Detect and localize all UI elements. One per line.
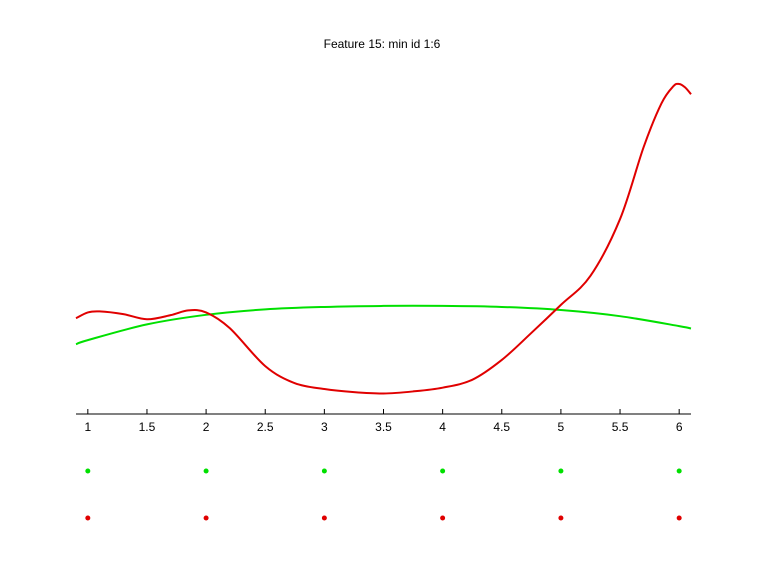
plot-lines: [75, 82, 692, 395]
marker-point: [676, 515, 682, 521]
marker-point: [321, 515, 327, 521]
x-tick-label: 1: [84, 420, 91, 434]
x-tick-label: 5: [558, 420, 565, 434]
x-ticks: 1 1.5 2 2.5 3 3.5 4 4.5 5 5.5 6: [84, 409, 683, 434]
marker-point: [203, 515, 209, 521]
marker-point: [558, 515, 564, 521]
x-tick-label: 6: [676, 420, 683, 434]
x-tick-label: 1.5: [139, 420, 156, 434]
x-tick-label: 2: [203, 420, 210, 434]
series-line-1: [75, 304, 692, 346]
x-tick-label: 2.5: [257, 420, 274, 434]
x-tick-label: 4.5: [493, 420, 510, 434]
marker-point: [676, 468, 682, 474]
x-tick-label: 3: [321, 420, 328, 434]
marker-point: [558, 468, 564, 474]
series-line-2: [75, 82, 692, 395]
marker-point: [203, 468, 209, 474]
marker-rows: [85, 468, 682, 521]
x-tick-label: 3.5: [375, 420, 392, 434]
marker-point: [440, 515, 446, 521]
x-tick-label: 4: [439, 420, 446, 434]
marker-point: [85, 468, 91, 474]
marker-point: [440, 468, 446, 474]
marker-point: [85, 515, 91, 521]
x-tick-label: 5.5: [612, 420, 629, 434]
chart-title: Feature 15: min id 1:6: [324, 37, 441, 51]
marker-point: [321, 468, 327, 474]
